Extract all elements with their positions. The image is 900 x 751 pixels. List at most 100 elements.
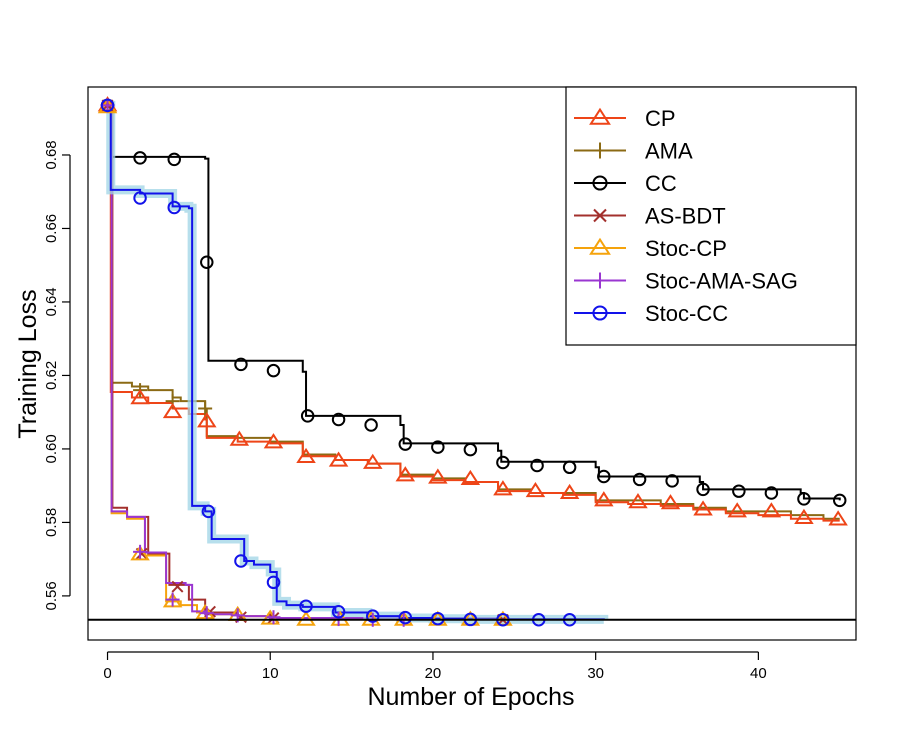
legend-item-as-bdt: AS-BDT [574, 204, 726, 229]
cc-marker [562, 460, 577, 475]
ama-marker [198, 401, 213, 416]
cp-marker [460, 469, 481, 486]
stoc-cc-line [107, 104, 605, 621]
stoc-cc-marker [266, 575, 281, 590]
cc-marker [331, 412, 346, 427]
cp-marker [660, 494, 681, 510]
legend-item-ama: AMA [574, 139, 693, 164]
y-tick-label: 0.58 [43, 508, 60, 537]
legend-label: Stoc-CP [645, 236, 727, 261]
y-axis-title: Training Loss [14, 289, 42, 438]
cc-marker [496, 455, 510, 470]
x-axis-title: Number of Epochs [367, 683, 574, 711]
legend-swatch-marker [592, 142, 608, 159]
legend-swatch-marker [592, 272, 608, 289]
cp-marker [559, 483, 580, 500]
cc-marker [797, 492, 811, 506]
cc-marker [463, 442, 478, 457]
legend-label: Stoc-AMA-SAG [645, 269, 798, 294]
cp-marker [229, 430, 250, 446]
cp-marker [628, 493, 648, 509]
cc-marker [431, 440, 445, 454]
stoc-cc-marker [331, 604, 346, 619]
stoc-ama-sag-marker [133, 544, 148, 559]
y-tick-label: 0.60 [43, 434, 60, 463]
cp-marker [328, 451, 349, 467]
stoc-cc-confidence-band [106, 100, 609, 624]
markers-layer [88, 96, 856, 627]
stoc-cc-marker [431, 611, 445, 626]
cp-marker [296, 447, 316, 464]
stoc-cc-marker [398, 610, 413, 625]
cp-marker [162, 402, 183, 419]
x-tick-label: 10 [262, 665, 279, 682]
cp-marker [693, 500, 713, 516]
y-tick-label: 0.68 [43, 140, 60, 169]
cp-marker [493, 480, 513, 496]
stoc-cc-marker [366, 609, 380, 623]
stoc-cc-marker [299, 599, 313, 613]
y-tick-label: 0.62 [43, 361, 60, 390]
stoc-ama-sag-marker [100, 98, 115, 113]
cc-marker [200, 255, 214, 270]
x-axis: 0 10 20 30 40 [103, 651, 767, 682]
cc-marker [665, 474, 679, 488]
stoc-cp-marker [195, 603, 215, 620]
stoc-cp-line [107, 104, 508, 620]
legend-label: CP [645, 106, 676, 131]
stoc-cc-marker [100, 98, 115, 113]
x-tick-label: 30 [587, 665, 604, 682]
legend-item-cc: CC [574, 171, 677, 196]
stoc-ama-sag-marker [266, 610, 281, 625]
y-tick-label: 0.64 [43, 287, 60, 316]
legend-item-cp: CP [574, 106, 676, 131]
cp-marker [428, 468, 448, 484]
cc-marker [364, 418, 378, 432]
stoc-cc-marker [133, 191, 147, 205]
cc-marker [300, 409, 315, 423]
cp-marker [525, 481, 546, 498]
stoc-cc-marker [201, 504, 216, 519]
x-tick-label: 20 [425, 665, 442, 682]
legend-item-stoc-cc: Stoc-CC [574, 301, 728, 326]
cc-marker [398, 437, 413, 451]
stoc-ama-sag-marker [165, 592, 180, 607]
cc-marker [696, 482, 710, 497]
stoc-cc-marker [167, 200, 181, 215]
cc-marker [133, 151, 147, 165]
as-bdt-marker [171, 580, 184, 593]
legend-item-stoc-ama-sag: Stoc-AMA-SAG [574, 269, 798, 294]
legend: CP AMA CC AS-BDT Stoc-CP Stoc-AMA-SAG Stoc-CC [565, 86, 857, 346]
legend-item-stoc-cp: Stoc-CP [574, 236, 727, 261]
as-bdt-line [107, 104, 508, 620]
x-tick-label: 40 [750, 665, 767, 682]
legend-swatch-marker [589, 237, 611, 255]
cp-marker [395, 466, 416, 482]
cp-marker [828, 510, 848, 526]
cp-marker [263, 433, 284, 449]
cc-marker [632, 472, 647, 487]
cp-marker [594, 491, 614, 507]
legend-swatch-marker [592, 305, 608, 321]
cp-marker [197, 412, 217, 428]
stoc-ama-sag-marker [199, 606, 214, 621]
legend-label: AS-BDT [645, 204, 726, 229]
cc-marker [764, 486, 779, 500]
y-tick-label: 0.56 [43, 581, 60, 610]
cp-marker [761, 502, 782, 518]
cc-marker [266, 363, 281, 378]
legend-label: Stoc-CC [645, 301, 728, 326]
cp-marker [727, 502, 747, 518]
cc-marker [530, 458, 544, 473]
plot-frame [87, 86, 857, 641]
legend-label: CC [645, 171, 677, 196]
cc-marker [732, 484, 746, 498]
legend-swatch-marker [592, 175, 608, 191]
cc-marker [234, 357, 248, 372]
stoc-cp-marker [296, 610, 316, 626]
y-tick-label: 0.66 [43, 214, 60, 243]
cc-marker [167, 152, 181, 167]
legend-swatch-marker [589, 107, 611, 125]
stoc-cc-marker [234, 554, 248, 568]
